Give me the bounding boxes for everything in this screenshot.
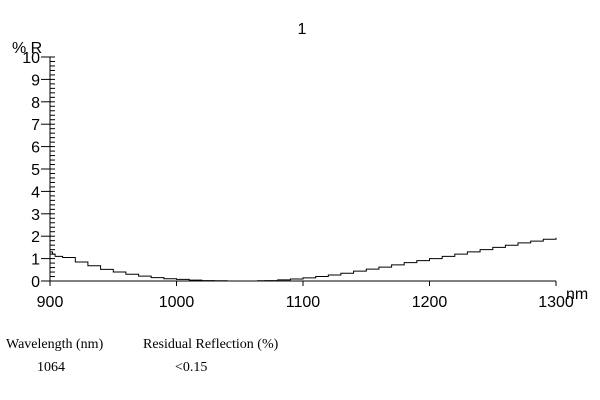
x-tick-label: 1200	[412, 294, 448, 311]
y-tick-label: 1	[31, 252, 40, 269]
x-tick-label: 1100	[286, 294, 321, 311]
reflectance-series-line	[50, 237, 557, 282]
x-tick-label: 900	[37, 294, 64, 311]
y-tick-label: 4	[31, 184, 40, 201]
y-tick-label: 8	[31, 95, 40, 112]
series-layer	[50, 237, 557, 282]
wavelength-header: Wavelength (nm)	[6, 337, 104, 352]
x-axis-label: nm	[566, 286, 588, 303]
y-tick-label: 10	[22, 50, 40, 67]
y-tick-label: 9	[31, 72, 40, 89]
chart-title: 1	[298, 21, 307, 38]
x-tick-label: 1300	[538, 294, 574, 311]
y-tick-label: 6	[31, 140, 40, 157]
axes	[49, 57, 556, 282]
y-tick-label: 2	[31, 229, 40, 246]
y-tick-label: 5	[31, 162, 40, 179]
x-tick-label: 1000	[159, 294, 195, 311]
y-axis-label: % R	[12, 40, 42, 57]
x-axis-ticks: 900 1000 1100 1200 1300	[37, 281, 574, 311]
y-tick-label: 7	[31, 117, 40, 134]
reflection-value: <0.15	[175, 360, 208, 375]
wavelength-value: 1064	[37, 360, 65, 375]
y-tick-label: 0	[31, 274, 40, 291]
reflection-header: Residual Reflection (%)	[143, 337, 279, 352]
y-tick-label: 3	[31, 207, 40, 224]
